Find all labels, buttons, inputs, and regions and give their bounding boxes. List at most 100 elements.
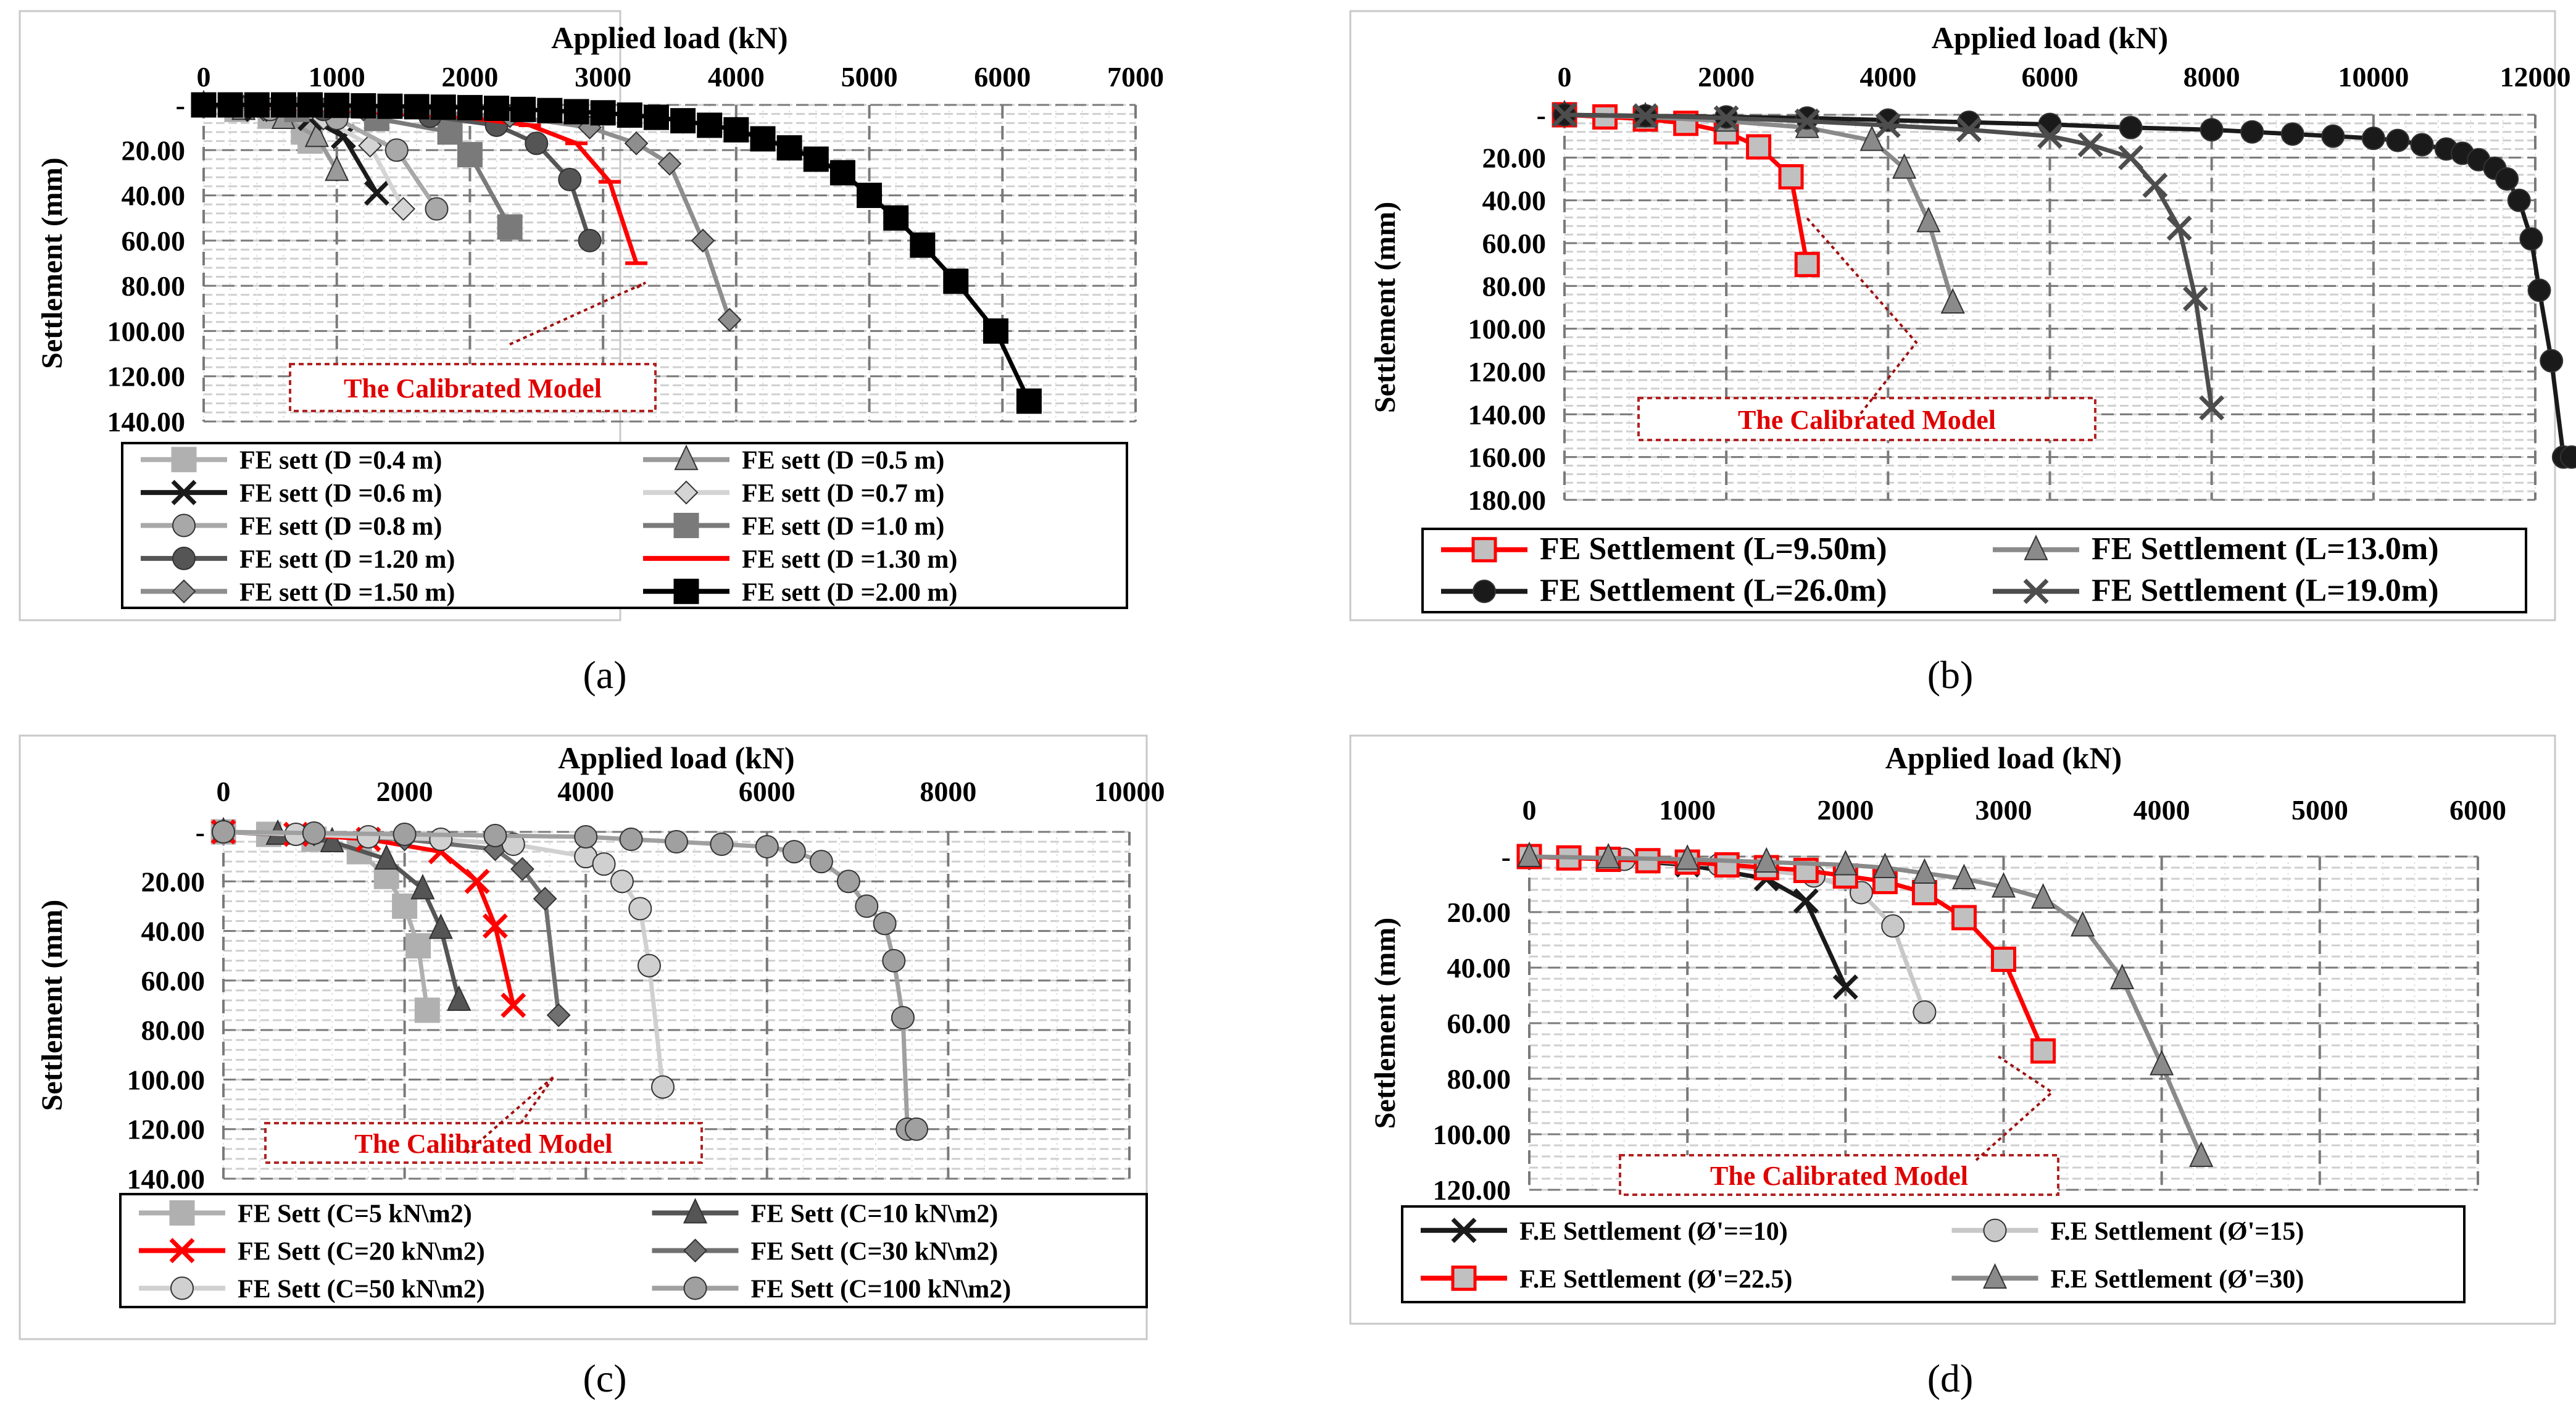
legend-swatch-marker — [170, 1276, 194, 1300]
data-point — [1951, 863, 1977, 889]
data-point — [2182, 286, 2208, 312]
data-point — [882, 949, 906, 973]
legend-swatch-marker — [674, 444, 699, 470]
y-tick-label: - — [176, 89, 185, 121]
data-point — [782, 840, 806, 864]
legend-entry: FE sett (D =0.5 m) — [643, 444, 944, 475]
data-point — [2200, 118, 2224, 142]
data-point — [533, 886, 557, 911]
y-tick-label: - — [1502, 841, 1511, 873]
panel-d: 0 1000 2000 3000 4000 5000 6000 - 20.00 40.00 60.0… — [1349, 734, 2556, 1400]
data-point — [447, 985, 472, 1011]
legend-label: FE Sett (C=100 kN\m2) — [751, 1276, 1012, 1304]
panel-caption: (d) — [1927, 1356, 1974, 1400]
data-point — [1875, 112, 1901, 138]
y-tick-label: 40.00 — [1447, 952, 1511, 984]
legend-label: FE sett (D =0.6 m) — [239, 479, 442, 508]
data-point — [191, 92, 217, 118]
panel-caption: (b) — [1927, 653, 1974, 697]
legend-swatch-marker — [169, 1238, 195, 1263]
y-tick-label: 140.00 — [127, 1163, 206, 1195]
x-tick-label: 8000 — [920, 776, 976, 807]
legend-swatch-marker — [1983, 1218, 2007, 1242]
legend-box — [1421, 528, 2527, 613]
data-point — [1552, 102, 1577, 128]
data-point — [1911, 880, 1937, 905]
data-point — [1872, 852, 1897, 878]
data-point — [501, 992, 526, 1018]
legend-entry: FE Sett (C=20 kN\m2) — [139, 1238, 485, 1266]
legend-swatch-marker — [1982, 1263, 2008, 1289]
data-point — [590, 100, 616, 126]
y-axis-title: Settlement (mm) — [1369, 202, 1402, 413]
data-point — [2280, 122, 2304, 146]
legend-label: FE sett (D =0.7 m) — [742, 479, 944, 508]
data-point — [2030, 1038, 2056, 1064]
callout-text: The Calibrated Model — [344, 373, 602, 404]
legend-entry: FE sett (D =0.7 m) — [643, 479, 944, 508]
legend-swatch-marker — [1473, 579, 1496, 604]
legend-label: FE Sett (C=5 kN\m2) — [238, 1200, 472, 1229]
y-tick-label: - — [1537, 99, 1546, 131]
x-axis-title: Applied load (kN) — [1932, 20, 2168, 55]
x-tick-label: 6000 — [2449, 794, 2506, 826]
legend-label: FE sett (D =1.20 m) — [239, 546, 455, 574]
legend-label: FE Sett (C=20 kN\m2) — [238, 1238, 485, 1266]
x-tick-label: 2000 — [376, 776, 433, 807]
legend-label: F.E Settlement (Ø'=30) — [2051, 1265, 2304, 1293]
data-point — [943, 268, 969, 294]
data-point — [212, 820, 235, 844]
y-axis-title: Settlement (mm) — [36, 157, 69, 369]
data-point — [1892, 153, 1917, 179]
x-tick-label: 4000 — [1859, 61, 1916, 93]
data-point — [297, 92, 323, 118]
data-point — [425, 197, 449, 221]
data-point — [710, 832, 734, 857]
data-point — [1754, 847, 1779, 873]
legend-entry: FE sett (D =0.6 m) — [141, 479, 442, 508]
data-point — [428, 913, 453, 939]
data-point — [1793, 888, 1819, 914]
series-3 — [1552, 102, 2225, 421]
y-tick-label: 120.00 — [127, 1114, 206, 1145]
x-axis-title: Applied load (kN) — [551, 20, 787, 55]
data-point — [983, 318, 1008, 344]
legend-entry: F.E Settlement (Ø'=22.5) — [1421, 1265, 1792, 1293]
data-point — [2540, 349, 2564, 373]
data-point — [320, 826, 344, 853]
data-point — [1794, 252, 1820, 278]
data-point — [2110, 963, 2135, 989]
legend-box — [119, 1193, 1148, 1308]
data-point — [410, 873, 435, 900]
data-point — [437, 119, 463, 145]
callout-text: The Calibrated Model — [1710, 1161, 1968, 1191]
legend-swatch-marker — [1451, 1218, 1477, 1243]
legend-entry: FE Sett (C=50 kN\m2) — [139, 1276, 485, 1304]
y-tick-label: 40.00 — [1482, 185, 1547, 217]
data-point — [2037, 123, 2063, 149]
legend-label: FE Sett (C=50 kN\m2) — [238, 1276, 485, 1304]
legend-label: FE Sett (C=30 kN\m2) — [751, 1238, 999, 1266]
legend-label: FE Settlement (L=19.0m) — [2092, 573, 2439, 608]
y-tick-label: 80.00 — [141, 1015, 206, 1046]
data-point — [2495, 167, 2519, 191]
data-point — [351, 93, 376, 118]
legend-entry: FE Sett (C=100 kN\m2) — [652, 1276, 1012, 1304]
legend-label: FE sett (D =2.00 m) — [742, 578, 957, 607]
data-point — [2240, 120, 2264, 144]
legend-entry: FE sett (D =0.4 m) — [141, 447, 442, 475]
data-point — [665, 830, 688, 854]
legend-entry: FE sett (D =1.30 m) — [643, 546, 957, 574]
y-tick-label: 20.00 — [1447, 897, 1511, 928]
data-point — [873, 911, 897, 936]
data-point — [393, 823, 417, 847]
y-tick-label: 80.00 — [122, 270, 186, 302]
data-point — [302, 821, 326, 845]
data-point — [405, 933, 431, 959]
legend-entry: FE sett (D =1.0 m) — [643, 513, 944, 541]
data-point — [755, 835, 779, 859]
data-point — [2527, 278, 2551, 302]
legend-entry: FE sett (D =0.8 m) — [141, 513, 442, 541]
x-tick-label: 12000 — [2500, 61, 2571, 93]
callout-leader — [1804, 215, 1918, 415]
